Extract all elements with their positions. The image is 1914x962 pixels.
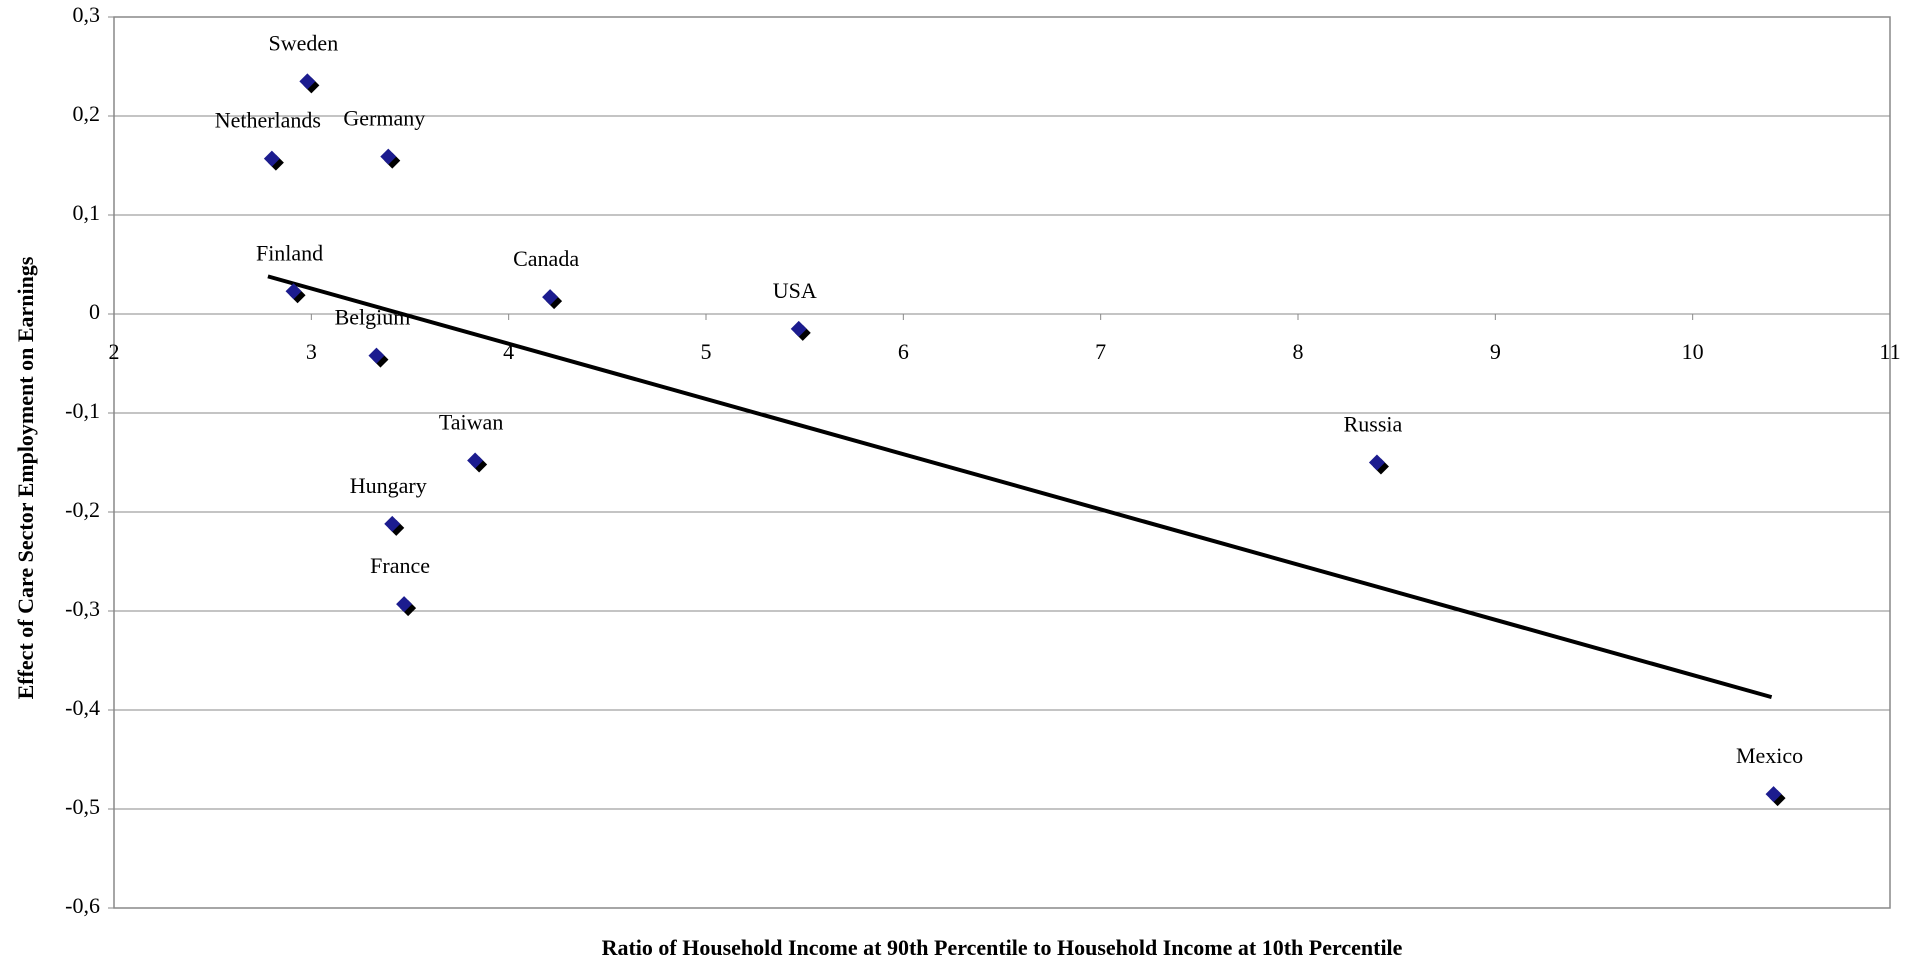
point-label: France — [370, 553, 430, 578]
point-label: Finland — [256, 240, 323, 265]
marker — [1368, 454, 1385, 471]
point-label: Taiwan — [439, 410, 503, 435]
x-tick-label: 7 — [1095, 339, 1106, 364]
y-tick-label: -0,5 — [65, 794, 100, 819]
x-tick-label: 6 — [898, 339, 909, 364]
x-tick-label: 8 — [1293, 339, 1304, 364]
y-tick-label: 0,2 — [73, 101, 101, 126]
plot-frame — [113, 16, 1891, 909]
marker — [263, 150, 280, 167]
y-tick-label: -0,4 — [65, 695, 100, 720]
point-label: Mexico — [1736, 743, 1803, 768]
marker — [368, 347, 385, 364]
marker — [542, 289, 559, 306]
point-label: Netherlands — [215, 108, 321, 133]
x-tick-label: 5 — [701, 339, 712, 364]
x-tick-label: 4 — [503, 339, 514, 364]
marker — [285, 283, 302, 300]
point-label: Germany — [343, 106, 425, 131]
marker — [467, 452, 484, 469]
x-tick-label: 3 — [306, 339, 317, 364]
marker — [380, 148, 397, 165]
point-label: Belgium — [335, 305, 411, 330]
y-tick-label: -0,3 — [65, 596, 100, 621]
point-label: Sweden — [269, 30, 339, 55]
marker — [790, 320, 807, 337]
y-tick-label: 0 — [89, 299, 100, 324]
marker — [1765, 786, 1782, 803]
x-tick-label: 9 — [1490, 339, 1501, 364]
y-tick-label: 0,1 — [73, 200, 101, 225]
marker — [299, 73, 316, 90]
y-axis-title: Effect of Care Sector Employment on Earn… — [13, 256, 38, 699]
y-tick-label: -0,1 — [65, 398, 100, 423]
x-tick-label: 11 — [1879, 339, 1900, 364]
x-tick-label: 2 — [109, 339, 120, 364]
point-label: USA — [773, 278, 817, 303]
marker — [384, 515, 401, 532]
x-axis-title: Ratio of Household Income at 90th Percen… — [602, 935, 1403, 960]
marker — [396, 596, 413, 613]
y-tick-label: 0,3 — [73, 2, 101, 27]
point-label: Russia — [1344, 412, 1403, 437]
y-tick-label: -0,2 — [65, 497, 100, 522]
point-label: Canada — [513, 246, 579, 271]
y-tick-label: -0,6 — [65, 893, 100, 918]
trendline — [267, 274, 1773, 700]
x-tick-label: 10 — [1682, 339, 1704, 364]
point-label: Hungary — [350, 473, 427, 498]
